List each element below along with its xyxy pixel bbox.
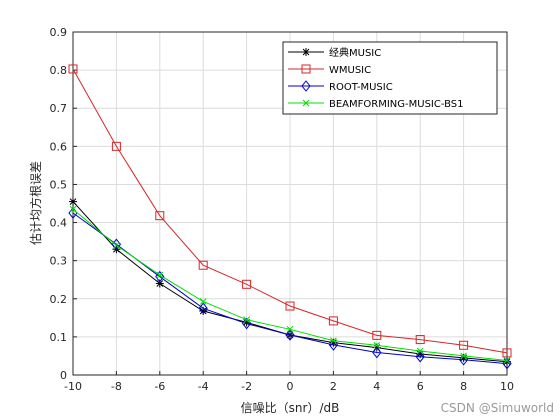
- data-point: [155, 270, 165, 283]
- y-tick-label: 0.3: [50, 255, 68, 268]
- x-tick-label: -6: [154, 380, 165, 393]
- data-point: [460, 352, 467, 360]
- legend-label: 经典MUSIC: [329, 46, 381, 59]
- legend-marker: [301, 80, 311, 92]
- legend-entry: WMUSIC: [288, 64, 371, 76]
- axis-ticks: -10 -8 -6 -4 -2 0 2 4 6 8 10 0 0.1 0.2 0.3 0.4 0.5 0.6 0.7…: [50, 26, 515, 393]
- x-axis-label: 信噪比（snr）/dB: [241, 401, 340, 415]
- data-point: [416, 347, 424, 355]
- data-point: [330, 337, 337, 345]
- y-tick-label: 0.9: [50, 26, 68, 39]
- legend-label: BEAMFORMING-MUSIC-BS1: [329, 99, 464, 110]
- y-tick-label: 0.4: [50, 217, 68, 230]
- legend-box: [282, 41, 498, 115]
- data-point: [198, 260, 208, 270]
- legend-entry: ROOT-MUSIC: [288, 80, 393, 93]
- series-1: [68, 64, 512, 358]
- data-point: [69, 205, 77, 213]
- data-point: [198, 302, 208, 315]
- series-line: [72, 68, 508, 354]
- y-axis-label: 估计均方根误差: [28, 161, 43, 245]
- x-tick-label: 6: [417, 380, 424, 393]
- legend-label: ROOT-MUSIC: [329, 82, 393, 93]
- x-tick-label: -8: [111, 380, 122, 393]
- x-tick-label: 4: [373, 380, 380, 393]
- data-point: [415, 335, 425, 345]
- x-tick-label: -10: [64, 380, 82, 393]
- data-point: [503, 357, 511, 364]
- series-group: [68, 64, 512, 370]
- y-tick-label: 0.1: [50, 331, 68, 344]
- data-point: [156, 271, 164, 279]
- data-point: [415, 350, 425, 363]
- legend: 经典MUSIC WMUSIC ROOT-MUSIC BEAMFORMING-MUSIC…: [282, 41, 498, 115]
- data-point: [68, 64, 78, 74]
- y-tick-label: 0.7: [50, 102, 68, 115]
- legend-marker: [301, 64, 311, 74]
- x-tick-label: 2: [330, 380, 337, 393]
- y-tick-label: 0.6: [50, 140, 68, 153]
- data-point: [502, 348, 512, 358]
- x-tick-label: 8: [460, 380, 467, 393]
- series-line: [72, 212, 508, 365]
- data-point: [285, 329, 295, 341]
- data-point: [285, 301, 295, 311]
- data-point: [286, 325, 294, 333]
- y-tick-label: 0.8: [50, 64, 68, 77]
- data-point: [111, 141, 121, 151]
- x-tick-label: -4: [198, 380, 209, 393]
- data-point: [373, 341, 381, 349]
- legend-entry: BEAMFORMING-MUSIC-BS1: [288, 99, 464, 110]
- data-point: [199, 298, 207, 305]
- x-tick-label: -2: [241, 380, 252, 393]
- data-point: [328, 316, 338, 326]
- legend-label: WMUSIC: [329, 65, 371, 76]
- legend-entry: 经典MUSIC: [288, 46, 381, 59]
- x-tick-label: 10: [500, 380, 514, 393]
- data-point: [242, 279, 252, 289]
- y-tick-label: 0.5: [50, 178, 68, 191]
- y-tick-label: 0: [60, 369, 67, 382]
- x-tick-label: 0: [287, 380, 294, 393]
- data-point: [372, 346, 382, 359]
- data-point: [155, 211, 165, 221]
- series-3: [69, 205, 511, 364]
- data-point: [372, 330, 382, 340]
- legend-marker: [302, 99, 310, 107]
- data-point: [243, 316, 250, 324]
- y-tick-label: 0.2: [50, 293, 68, 306]
- legend-marker: [302, 48, 310, 56]
- data-point: [69, 197, 77, 206]
- watermark: CSDN @Simuworld: [441, 401, 554, 415]
- data-point: [502, 357, 512, 370]
- data-point: [113, 242, 120, 249]
- data-point: [155, 279, 164, 288]
- data-point: [459, 340, 469, 350]
